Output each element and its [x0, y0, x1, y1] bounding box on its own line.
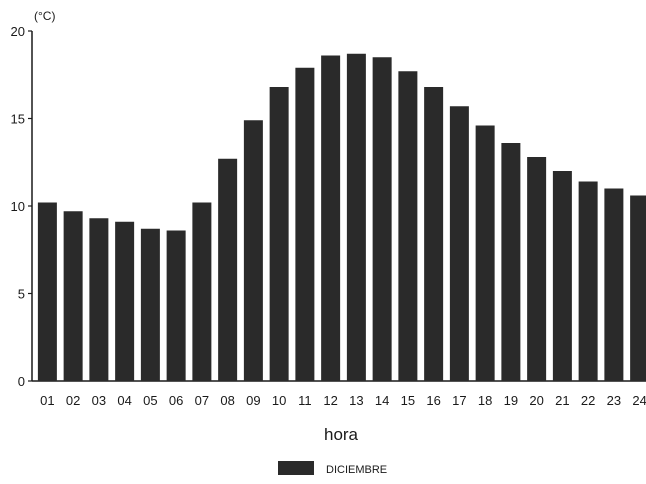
x-tick-label-20: 20: [529, 393, 543, 408]
bar-10: [269, 87, 289, 381]
bar-19: [501, 143, 521, 381]
bar-03: [89, 218, 109, 381]
x-axis-title: hora: [324, 425, 359, 444]
y-tick-label: 15: [11, 112, 25, 127]
bar-17: [449, 106, 469, 381]
x-tick-label-08: 08: [220, 393, 234, 408]
x-tick-label-05: 05: [143, 393, 157, 408]
x-axis: 01 02 03 04 05 06 07 08 09 10 11 12 13 14 15 16 17 18 19 20…: [32, 380, 646, 408]
bar-21: [552, 171, 572, 381]
bar-04: [115, 221, 135, 381]
x-tick-label-22: 22: [581, 393, 595, 408]
x-tick-label-02: 02: [66, 393, 80, 408]
x-tick-label-06: 06: [169, 393, 183, 408]
y-tick-label: 20: [11, 24, 25, 39]
x-tick-label-16: 16: [426, 393, 440, 408]
y-axis: 0 5 10 15 20: [11, 24, 33, 389]
bar-02: [63, 211, 83, 381]
x-tick-label-03: 03: [92, 393, 106, 408]
bar-11: [295, 67, 315, 381]
bar-01: [37, 202, 57, 381]
bar-06: [166, 230, 186, 381]
bar-14: [372, 57, 392, 381]
x-tick-label-23: 23: [607, 393, 621, 408]
x-tick-label-15: 15: [401, 393, 415, 408]
bar-23: [604, 188, 624, 381]
bar-18: [475, 125, 495, 381]
x-tick-label-18: 18: [478, 393, 492, 408]
x-tick-label-09: 09: [246, 393, 260, 408]
bar-07: [192, 202, 212, 381]
bar-09: [243, 120, 263, 381]
legend: DICIEMBRE: [278, 461, 387, 476]
x-tick-label-14: 14: [375, 393, 389, 408]
bars-group: [37, 53, 646, 381]
bar-05: [140, 228, 160, 381]
x-tick-label-10: 10: [272, 393, 286, 408]
x-tick-label-17: 17: [452, 393, 466, 408]
y-tick-label: 5: [18, 287, 25, 302]
bar-24: [630, 195, 646, 381]
legend-label-diciembre: DICIEMBRE: [326, 464, 387, 476]
bar-08: [218, 158, 238, 381]
x-tick-label-01: 01: [40, 393, 54, 408]
bar-22: [578, 181, 598, 381]
bar-12: [321, 55, 341, 381]
x-tick-label-24: 24: [632, 393, 646, 408]
x-tick-label-04: 04: [117, 393, 131, 408]
bar-13: [346, 53, 366, 381]
x-tick-label-13: 13: [349, 393, 363, 408]
legend-swatch-diciembre: [278, 461, 314, 475]
bar-20: [527, 157, 547, 381]
x-tick-label-19: 19: [504, 393, 518, 408]
x-tick-label-12: 12: [323, 393, 337, 408]
x-tick-label-21: 21: [555, 393, 569, 408]
x-tick-label-11: 11: [298, 393, 312, 408]
y-axis-unit-label: (°C): [34, 9, 55, 23]
x-tick-label-07: 07: [195, 393, 209, 408]
y-tick-label: 10: [11, 199, 25, 214]
bar-15: [398, 71, 418, 381]
y-tick-label: 0: [18, 374, 25, 389]
bar-16: [424, 87, 444, 381]
